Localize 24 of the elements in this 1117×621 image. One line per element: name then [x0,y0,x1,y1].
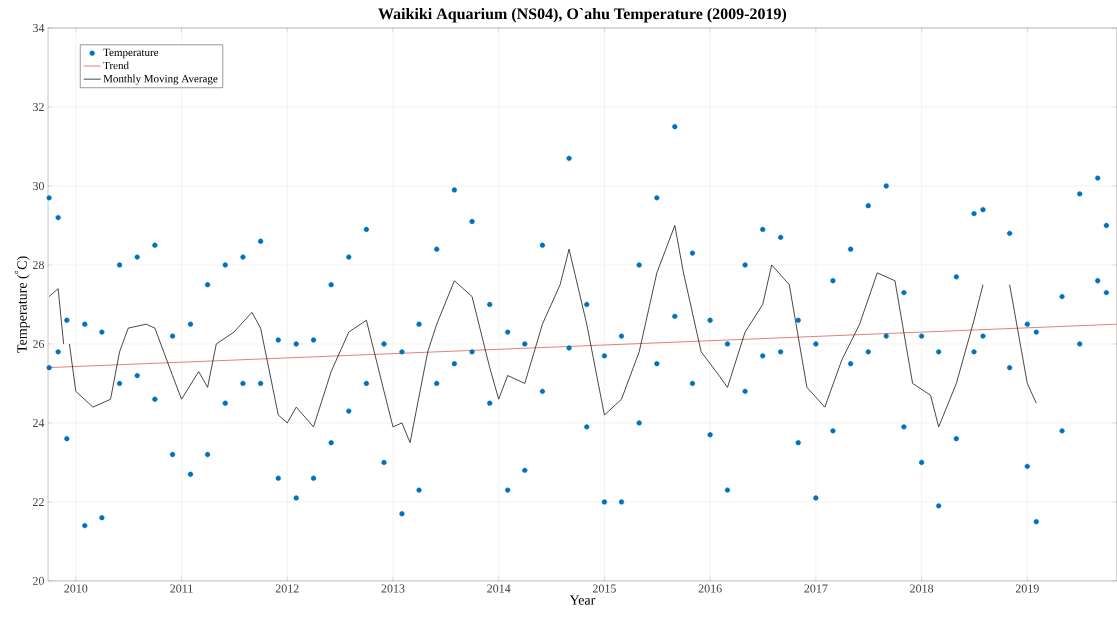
y-axis-title: Temperature ($^{°}$C) [14,256,30,353]
x-tick-label: 2016 [698,584,722,593]
x-tick-label: 2017 [804,584,828,593]
x-tick-label: 2013 [381,584,405,593]
x-axis-title: Year [569,595,596,605]
y-tick-label: 24 [33,418,45,427]
x-tick-label: 2012 [275,584,299,593]
y-tick-label: 28 [33,260,44,270]
y-tick-label: 22 [33,497,44,506]
x-tick-label: 2010 [64,584,88,593]
x-tick-label: 2014 [487,584,511,593]
x-tick-label: 2015 [592,584,616,593]
y-tick-label: 34 [33,24,45,33]
y-tick-label: 26 [33,339,45,349]
x-tick-label: 2011 [170,584,193,593]
y-tick-label: 20 [33,576,44,585]
legend-label: Monthly Moving Average [103,74,218,85]
legend-label: Trend [103,61,129,70]
x-tick-label: 2019 [1015,584,1039,593]
y-tick-label: 30 [33,181,44,191]
chart-title: Waikiki Aquarium (NS04), O`ahu Temperature (2009-2019) [378,7,787,23]
legend-label: Temperature [103,48,159,59]
y-tick-label: 32 [33,102,44,112]
x-tick-label: 2018 [910,584,934,593]
